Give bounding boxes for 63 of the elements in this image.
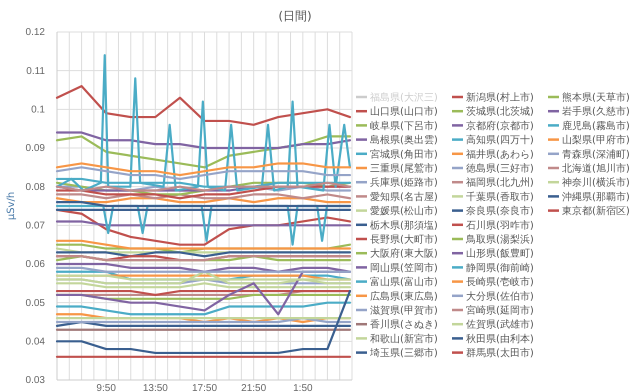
x-tick-label: 21:50	[241, 383, 267, 392]
legend-label: 静岡県(御前崎)	[466, 262, 534, 274]
legend-label: 佐賀県(武雄市)	[466, 318, 534, 331]
y-tick-label: 0.07	[26, 220, 46, 232]
x-tick-label: 9:50	[96, 383, 116, 392]
legend-label: 神奈川(横浜市)	[562, 176, 630, 189]
legend-label: 三重県(尾鷲市)	[370, 162, 438, 174]
legend-label: 和歌山(新宮市)	[370, 332, 438, 345]
legend-label: 滋賀県(甲賀市)	[370, 304, 438, 316]
x-tick-label: 13:50	[142, 383, 168, 392]
legend-label: 栃木県(那須塩)	[370, 219, 438, 232]
legend-label: 東京都(新宿区)	[562, 205, 630, 218]
legend-label: 群馬県(太田市)	[466, 347, 534, 360]
chart-title: (日間)	[278, 9, 312, 23]
legend-label: 兵庫県(姫路市)	[370, 176, 438, 189]
y-tick-label: 0.11	[26, 66, 46, 77]
y-tick-label: 0.09	[26, 143, 46, 154]
y-tick-label: 0.05	[26, 298, 46, 309]
legend-label: 鳥取県(湯梨浜)	[465, 234, 534, 246]
legend-label: 岡山県(笠岡市)	[370, 262, 438, 274]
legend-label: 大阪府(東大阪)	[370, 248, 438, 260]
legend-label: 広島県(東広島)	[370, 290, 438, 302]
legend-label: 富山県(富山市)	[370, 276, 438, 288]
y-tick-label: 0.06	[26, 259, 46, 270]
legend-label: 秋田県(由利本)	[466, 332, 534, 345]
legend-label: 北海道(旭川市)	[562, 162, 630, 174]
legend-label: 香川県(さぬき)	[370, 318, 438, 331]
legend-label: 山形県(飯豊町)	[466, 248, 534, 260]
legend-label: 鹿児島(霧島市)	[562, 120, 630, 132]
legend-label: 奈良県(奈良市)	[466, 205, 534, 218]
legend-label: 愛媛県(松山市)	[370, 205, 438, 218]
legend-label: 新潟県(村上市)	[466, 92, 534, 104]
legend-label: 山梨県(甲府市)	[562, 134, 630, 146]
legend-label: 愛知県(名古屋)	[370, 190, 438, 203]
legend-label: 長崎県(壱岐市)	[466, 276, 534, 288]
legend-label: 青森県(深浦町)	[562, 148, 630, 160]
legend-label: 埼玉県(三郷市)	[369, 347, 438, 360]
x-tick-label: 17:50	[192, 383, 218, 392]
y-tick-label: 0.03	[26, 375, 46, 386]
legend-label: 徳島県(三好市)	[466, 162, 534, 174]
y-tick-label: 0.1	[31, 104, 46, 116]
y-axis-title: μSv/h	[6, 192, 17, 220]
y-tick-label: 0.12	[26, 27, 46, 38]
legend-label: 茨城県(北茨城)	[466, 106, 534, 118]
legend-label: 福井県(あわら)	[466, 148, 534, 160]
legend-label: 千葉県(香取市)	[466, 190, 534, 203]
legend-label: 石川県(羽咋市)	[466, 219, 534, 232]
legend-label: 京都府(京都市)	[466, 120, 534, 132]
legend-label: 宮崎県(延岡市)	[466, 304, 534, 316]
y-tick-label: 0.04	[26, 336, 46, 348]
legend-label: 岩手県(久慈市)	[562, 106, 630, 118]
legend-label: 山口県(山口市)	[370, 106, 438, 118]
legend-label: 大分県(佐伯市)	[466, 290, 534, 302]
legend-label: 高知県(四万十)	[466, 134, 534, 146]
legend-label: 宮城県(角田市)	[370, 148, 438, 160]
legend-label: 長野県(大町市)	[370, 234, 438, 246]
legend-label: 熊本県(天草市)	[562, 92, 630, 104]
legend-label: 岐阜県(下呂市)	[370, 120, 438, 132]
x-tick-label: 1:50	[293, 383, 313, 392]
legend-label: 沖縄県(那覇市)	[562, 190, 630, 203]
legend-label: 福岡県(北九州)	[466, 176, 534, 189]
y-tick-label: 0.08	[26, 182, 46, 193]
legend-label: 島根県(奥出雲)	[370, 134, 438, 146]
